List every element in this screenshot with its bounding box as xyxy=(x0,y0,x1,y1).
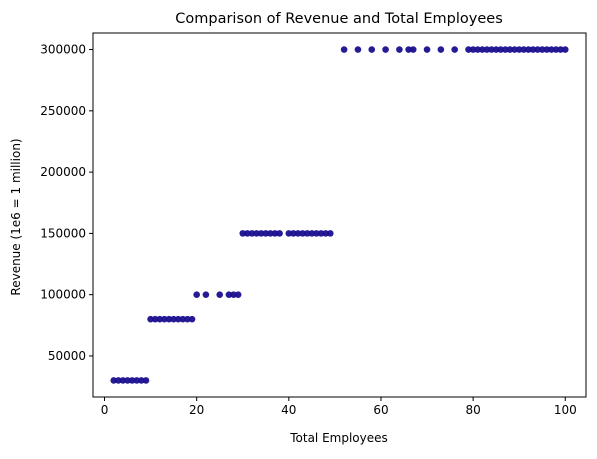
data-point xyxy=(479,46,486,53)
data-point xyxy=(138,377,145,384)
data-point xyxy=(202,291,210,298)
data-point xyxy=(469,46,477,53)
data-point xyxy=(548,46,555,53)
data-point xyxy=(184,315,191,323)
data-point xyxy=(423,46,431,53)
data-point xyxy=(174,315,182,323)
data-point xyxy=(368,46,376,53)
data-point xyxy=(248,230,256,237)
data-point xyxy=(340,46,348,53)
data-point xyxy=(142,377,150,384)
data-point xyxy=(193,291,200,298)
data-point xyxy=(271,230,279,237)
data-point xyxy=(538,46,546,53)
data-point xyxy=(128,377,136,384)
data-point xyxy=(409,46,417,53)
data-point xyxy=(506,46,514,53)
data-point xyxy=(492,46,500,53)
x-tick-label: 40 xyxy=(281,403,296,417)
data-point xyxy=(119,377,127,384)
x-tick-label: 60 xyxy=(373,403,388,417)
data-point xyxy=(170,315,177,323)
data-point xyxy=(234,291,242,298)
data-point xyxy=(529,46,537,53)
y-tick-label: 300000 xyxy=(40,43,86,57)
data-point xyxy=(147,315,154,323)
data-point xyxy=(299,230,306,237)
data-point xyxy=(257,230,265,237)
data-point xyxy=(497,46,505,53)
data-point xyxy=(165,315,173,323)
data-point xyxy=(161,315,168,323)
data-point xyxy=(382,46,389,53)
y-tick-label: 250000 xyxy=(40,104,86,118)
data-point xyxy=(124,377,131,384)
data-point xyxy=(465,46,472,53)
data-point xyxy=(313,230,320,237)
data-point xyxy=(216,291,224,298)
y-tick-label: 200000 xyxy=(40,165,86,179)
data-point xyxy=(515,46,523,53)
data-point xyxy=(317,230,325,237)
data-point xyxy=(188,315,196,323)
data-point xyxy=(326,230,334,237)
x-tick-label: 100 xyxy=(554,403,577,417)
data-point xyxy=(156,315,164,323)
data-point xyxy=(225,291,233,298)
x-axis-label: Total Employees xyxy=(289,431,388,445)
data-point xyxy=(151,315,159,323)
data-point xyxy=(303,230,311,237)
data-point xyxy=(437,46,445,53)
y-tick-label: 50000 xyxy=(48,349,86,363)
data-point xyxy=(267,230,274,237)
data-point xyxy=(552,46,560,53)
y-tick-label: 100000 xyxy=(40,288,86,302)
data-point xyxy=(534,46,541,53)
y-axis-label: Revenue (1e6 = 1 million) xyxy=(9,138,23,295)
x-tick-label: 80 xyxy=(465,403,480,417)
data-point xyxy=(511,46,518,53)
data-point xyxy=(322,230,329,237)
plot-frame xyxy=(92,32,587,398)
data-point xyxy=(239,230,247,237)
data-point xyxy=(290,230,297,237)
data-point xyxy=(276,230,283,237)
data-point xyxy=(488,46,495,53)
data-point xyxy=(262,230,270,237)
axes-layer: 0 20 40 60 80 100 50000 100000 150000 200000 25000… xyxy=(40,32,587,417)
data-point xyxy=(354,46,362,53)
data-point xyxy=(285,230,293,237)
x-tick-label: 20 xyxy=(189,403,204,417)
data-point xyxy=(474,46,482,53)
data-point xyxy=(502,46,509,53)
data-point xyxy=(483,46,491,53)
data-point xyxy=(405,46,412,53)
chart-title: Comparison of Revenue and Total Employee… xyxy=(175,11,503,27)
data-point xyxy=(133,377,141,384)
data-point xyxy=(115,377,122,384)
data-point xyxy=(308,230,316,237)
data-point xyxy=(294,230,302,237)
data-point xyxy=(557,46,564,53)
y-tick-label: 150000 xyxy=(40,226,86,240)
data-point xyxy=(561,46,569,53)
data-point xyxy=(520,46,528,53)
x-tick-label: 0 xyxy=(101,403,109,417)
data-point xyxy=(179,315,187,323)
data-point xyxy=(451,46,458,53)
data-point xyxy=(110,377,118,384)
data-point xyxy=(244,230,251,237)
data-point xyxy=(396,46,403,53)
data-point xyxy=(253,230,260,237)
data-point xyxy=(543,46,551,53)
data-point xyxy=(525,46,532,53)
data-point xyxy=(230,291,237,298)
points-layer xyxy=(110,46,569,384)
